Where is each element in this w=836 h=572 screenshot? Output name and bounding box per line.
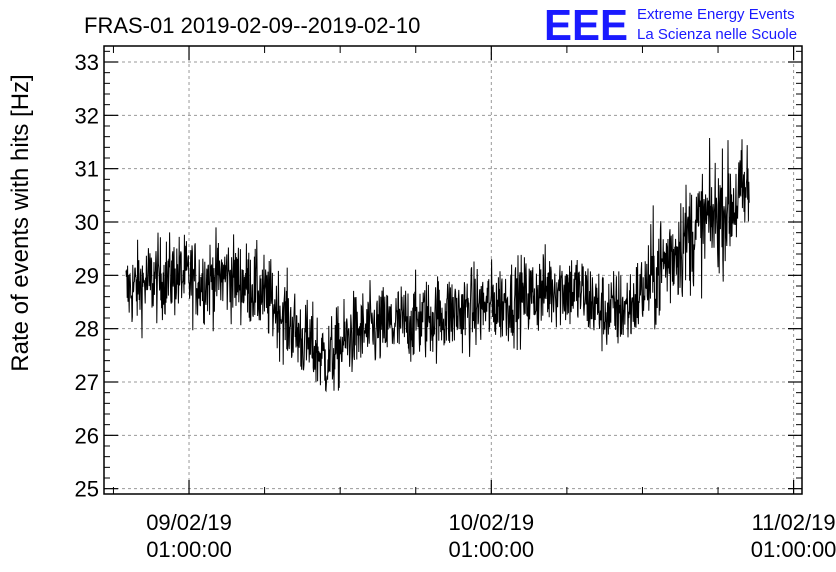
- x-tick-label-time: 01:00:00: [448, 537, 534, 562]
- x-tick-label-date: 11/02/19: [752, 510, 836, 535]
- y-tick-label: 31: [75, 157, 99, 182]
- y-tick-label: 30: [75, 210, 99, 235]
- y-tick-label: 28: [75, 317, 99, 342]
- y-axis-label: Rate of events with hits [Hz]: [7, 74, 34, 371]
- y-tick-label: 25: [75, 477, 99, 502]
- y-tick-label: 29: [75, 263, 99, 288]
- eee-logo: EEE: [544, 1, 628, 50]
- chart-title: FRAS-01 2019-02-09--2019-02-10: [84, 13, 420, 38]
- x-tick-label-date: 10/02/19: [448, 510, 534, 535]
- x-tick-label-date: 09/02/19: [146, 510, 232, 535]
- rate-series-line: [125, 137, 750, 393]
- plot-frame: [103, 45, 803, 495]
- series-layer: [125, 137, 750, 393]
- logo-line-1: Extreme Energy Events: [637, 6, 795, 23]
- y-tick-label: 33: [75, 50, 99, 75]
- y-tick-label: 26: [75, 423, 99, 448]
- y-tick-label: 32: [75, 103, 99, 128]
- x-tick-label-time: 01:00:00: [751, 537, 836, 562]
- x-tick-label-time: 01:00:00: [146, 537, 232, 562]
- logo-line-2: La Scienza nelle Scuole: [637, 26, 797, 43]
- y-tick-label: 27: [75, 370, 99, 395]
- tick-labels: 25262728293031323309/02/1901:00:0010/02/…: [75, 50, 836, 562]
- axis-ticks: [104, 46, 802, 494]
